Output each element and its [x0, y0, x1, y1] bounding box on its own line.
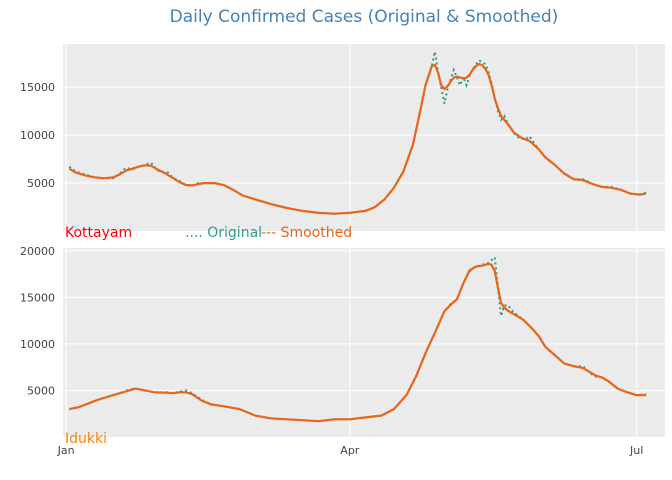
idukki-smoothed-series-line: [69, 262, 647, 423]
x-tick-label: Jul: [629, 444, 643, 457]
legend: .... Original--- Smoothed: [185, 225, 352, 241]
kottayam-y-tick-label: 5000: [27, 177, 55, 190]
kottayam-y-tick-label: 10000: [20, 129, 55, 142]
kottayam-panel-label: Kottayam: [65, 225, 132, 241]
x-tick-label: Jan: [57, 444, 75, 457]
x-axis: Jan Apr Jul: [57, 444, 644, 457]
kottayam-smoothed-series-line: [68, 62, 647, 215]
kottayam-original-series-line: [68, 51, 647, 215]
panel-kottayam: 5000 10000 15000 Kottayam: [20, 44, 665, 241]
idukki-plot-area: [63, 248, 665, 437]
chart-title: Daily Confirmed Cases (Original & Smooth…: [170, 7, 559, 27]
idukki-panel-label: Idukki: [65, 431, 107, 447]
x-tick-label: Apr: [340, 444, 360, 457]
panel-idukki: 5000 10000 15000 20000 Idukki: [20, 245, 665, 447]
idukki-y-tick-label: 20000: [20, 245, 55, 258]
legend-item-original: .... Original: [185, 225, 262, 241]
kottayam-y-tick-label: 15000: [20, 81, 55, 94]
idukki-y-tick-label: 15000: [20, 291, 55, 304]
idukki-y-tick-label: 10000: [20, 338, 55, 351]
kottayam-plot-area: [63, 44, 665, 231]
legend-item-smoothed: --- Smoothed: [261, 225, 352, 241]
idukki-y-tick-label: 5000: [27, 384, 55, 397]
